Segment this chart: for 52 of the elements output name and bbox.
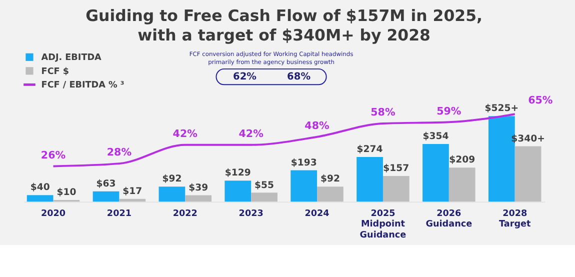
data-label: 42% <box>238 128 264 140</box>
data-label: $157 <box>383 163 410 174</box>
legend-label: FCF / EBITDA % ³ <box>41 80 124 91</box>
bar <box>158 186 186 202</box>
text: Guiding to Free Cash Flow of $157M in 2025, <box>86 6 483 25</box>
legend-label: ADJ. EBITDA <box>41 53 102 64</box>
x-tick-label: 2028 Target <box>498 208 532 230</box>
x-tick-label: 2024 <box>304 208 330 219</box>
bar <box>26 195 54 202</box>
x-tick-label: 2023 <box>238 208 264 219</box>
data-label: 26% <box>40 149 66 162</box>
x-tick-label: 2022 <box>172 208 198 219</box>
data-label: $10 <box>56 187 77 198</box>
data-label: 59% <box>436 105 462 118</box>
bar <box>119 198 146 202</box>
data-label: $129 <box>224 168 251 179</box>
data-label: 28% <box>106 146 132 159</box>
data-label: $40 <box>30 182 50 194</box>
data-label: 42% <box>172 128 198 140</box>
x-tick-label: 2020 <box>40 208 66 219</box>
data-label: $39 <box>188 182 208 194</box>
bar <box>290 170 318 202</box>
bar <box>356 156 383 202</box>
data-label: $209 <box>449 154 476 166</box>
bar <box>251 192 278 202</box>
legend-label: FCF $ <box>41 66 70 77</box>
data-label: $92 <box>320 174 340 185</box>
text: 68% <box>287 72 311 83</box>
x-tick-label: 2026 Guidance <box>426 208 472 230</box>
x-tick-label: 2021 <box>106 208 132 219</box>
bar <box>448 168 476 202</box>
data-label: $274 <box>356 144 384 156</box>
data-label: $193 <box>290 157 317 168</box>
text: with a target of $340M+ by 2028 <box>138 25 430 44</box>
data-label: 65% <box>528 94 553 106</box>
data-label: $354 <box>422 131 450 142</box>
data-label: 58% <box>370 106 396 119</box>
data-label: $17 <box>122 186 142 197</box>
bar <box>92 191 120 202</box>
data-label: 48% <box>304 120 330 132</box>
x-tick-label: 2025 Midpoint Guidance <box>360 208 406 240</box>
bar <box>224 180 252 202</box>
text: 62% <box>232 72 257 83</box>
bar <box>317 186 344 202</box>
bar <box>382 176 410 202</box>
data-label: $92 <box>162 174 182 185</box>
bar <box>185 195 212 202</box>
data-label: $55 <box>254 180 274 191</box>
data-label: $525+ <box>484 103 519 114</box>
bar <box>422 144 449 202</box>
bar <box>514 146 542 202</box>
data-label: $63 <box>96 178 116 190</box>
